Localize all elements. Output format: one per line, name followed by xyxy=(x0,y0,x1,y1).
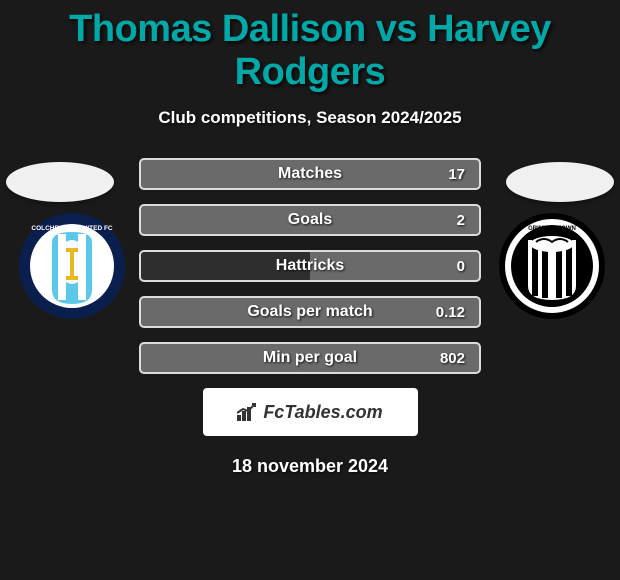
stat-right-value: 0.12 xyxy=(435,304,465,321)
stat-label: Min per goal xyxy=(263,349,357,367)
logo-label: FcTables.com xyxy=(263,402,382,423)
date-label: 18 november 2024 xyxy=(0,456,620,477)
stats-bars: Matches 17 Goals 2 Hattricks 0 Goals per match… xyxy=(139,158,481,374)
svg-text:COLCHESTER UNITED FC: COLCHESTER UNITED FC xyxy=(31,225,113,232)
chart-icon xyxy=(237,403,259,421)
stat-bar: Goals 2 xyxy=(139,204,481,236)
comparison-content: COLCHESTER UNITED FC GRIMSBY TOWN Matche… xyxy=(0,158,620,477)
stat-label: Goals xyxy=(288,211,332,229)
stat-right-value: 802 xyxy=(435,350,465,367)
club-badge-left: COLCHESTER UNITED FC xyxy=(18,212,126,320)
stat-bar: Hattricks 0 xyxy=(139,250,481,282)
fctables-logo: FcTables.com xyxy=(203,388,418,436)
stat-label: Goals per match xyxy=(247,303,372,321)
player-left-avatar xyxy=(6,162,114,202)
stat-right-value: 0 xyxy=(435,258,465,275)
stat-bar: Min per goal 802 xyxy=(139,342,481,374)
logo-text: FcTables.com xyxy=(237,402,382,423)
colchester-badge-icon: COLCHESTER UNITED FC xyxy=(18,212,126,320)
player-right-avatar xyxy=(506,162,614,202)
stat-label: Hattricks xyxy=(276,257,344,275)
stat-label: Matches xyxy=(278,165,342,183)
stat-right-value: 17 xyxy=(435,166,465,183)
stat-right-value: 2 xyxy=(435,212,465,229)
subtitle: Club competitions, Season 2024/2025 xyxy=(0,108,620,128)
grimsby-badge-icon: GRIMSBY TOWN xyxy=(498,212,606,320)
club-badge-right: GRIMSBY TOWN xyxy=(498,212,606,320)
page-title: Thomas Dallison vs Harvey Rodgers xyxy=(0,0,620,94)
stat-bar: Matches 17 xyxy=(139,158,481,190)
svg-text:GRIMSBY TOWN: GRIMSBY TOWN xyxy=(528,226,576,232)
stat-bar: Goals per match 0.12 xyxy=(139,296,481,328)
